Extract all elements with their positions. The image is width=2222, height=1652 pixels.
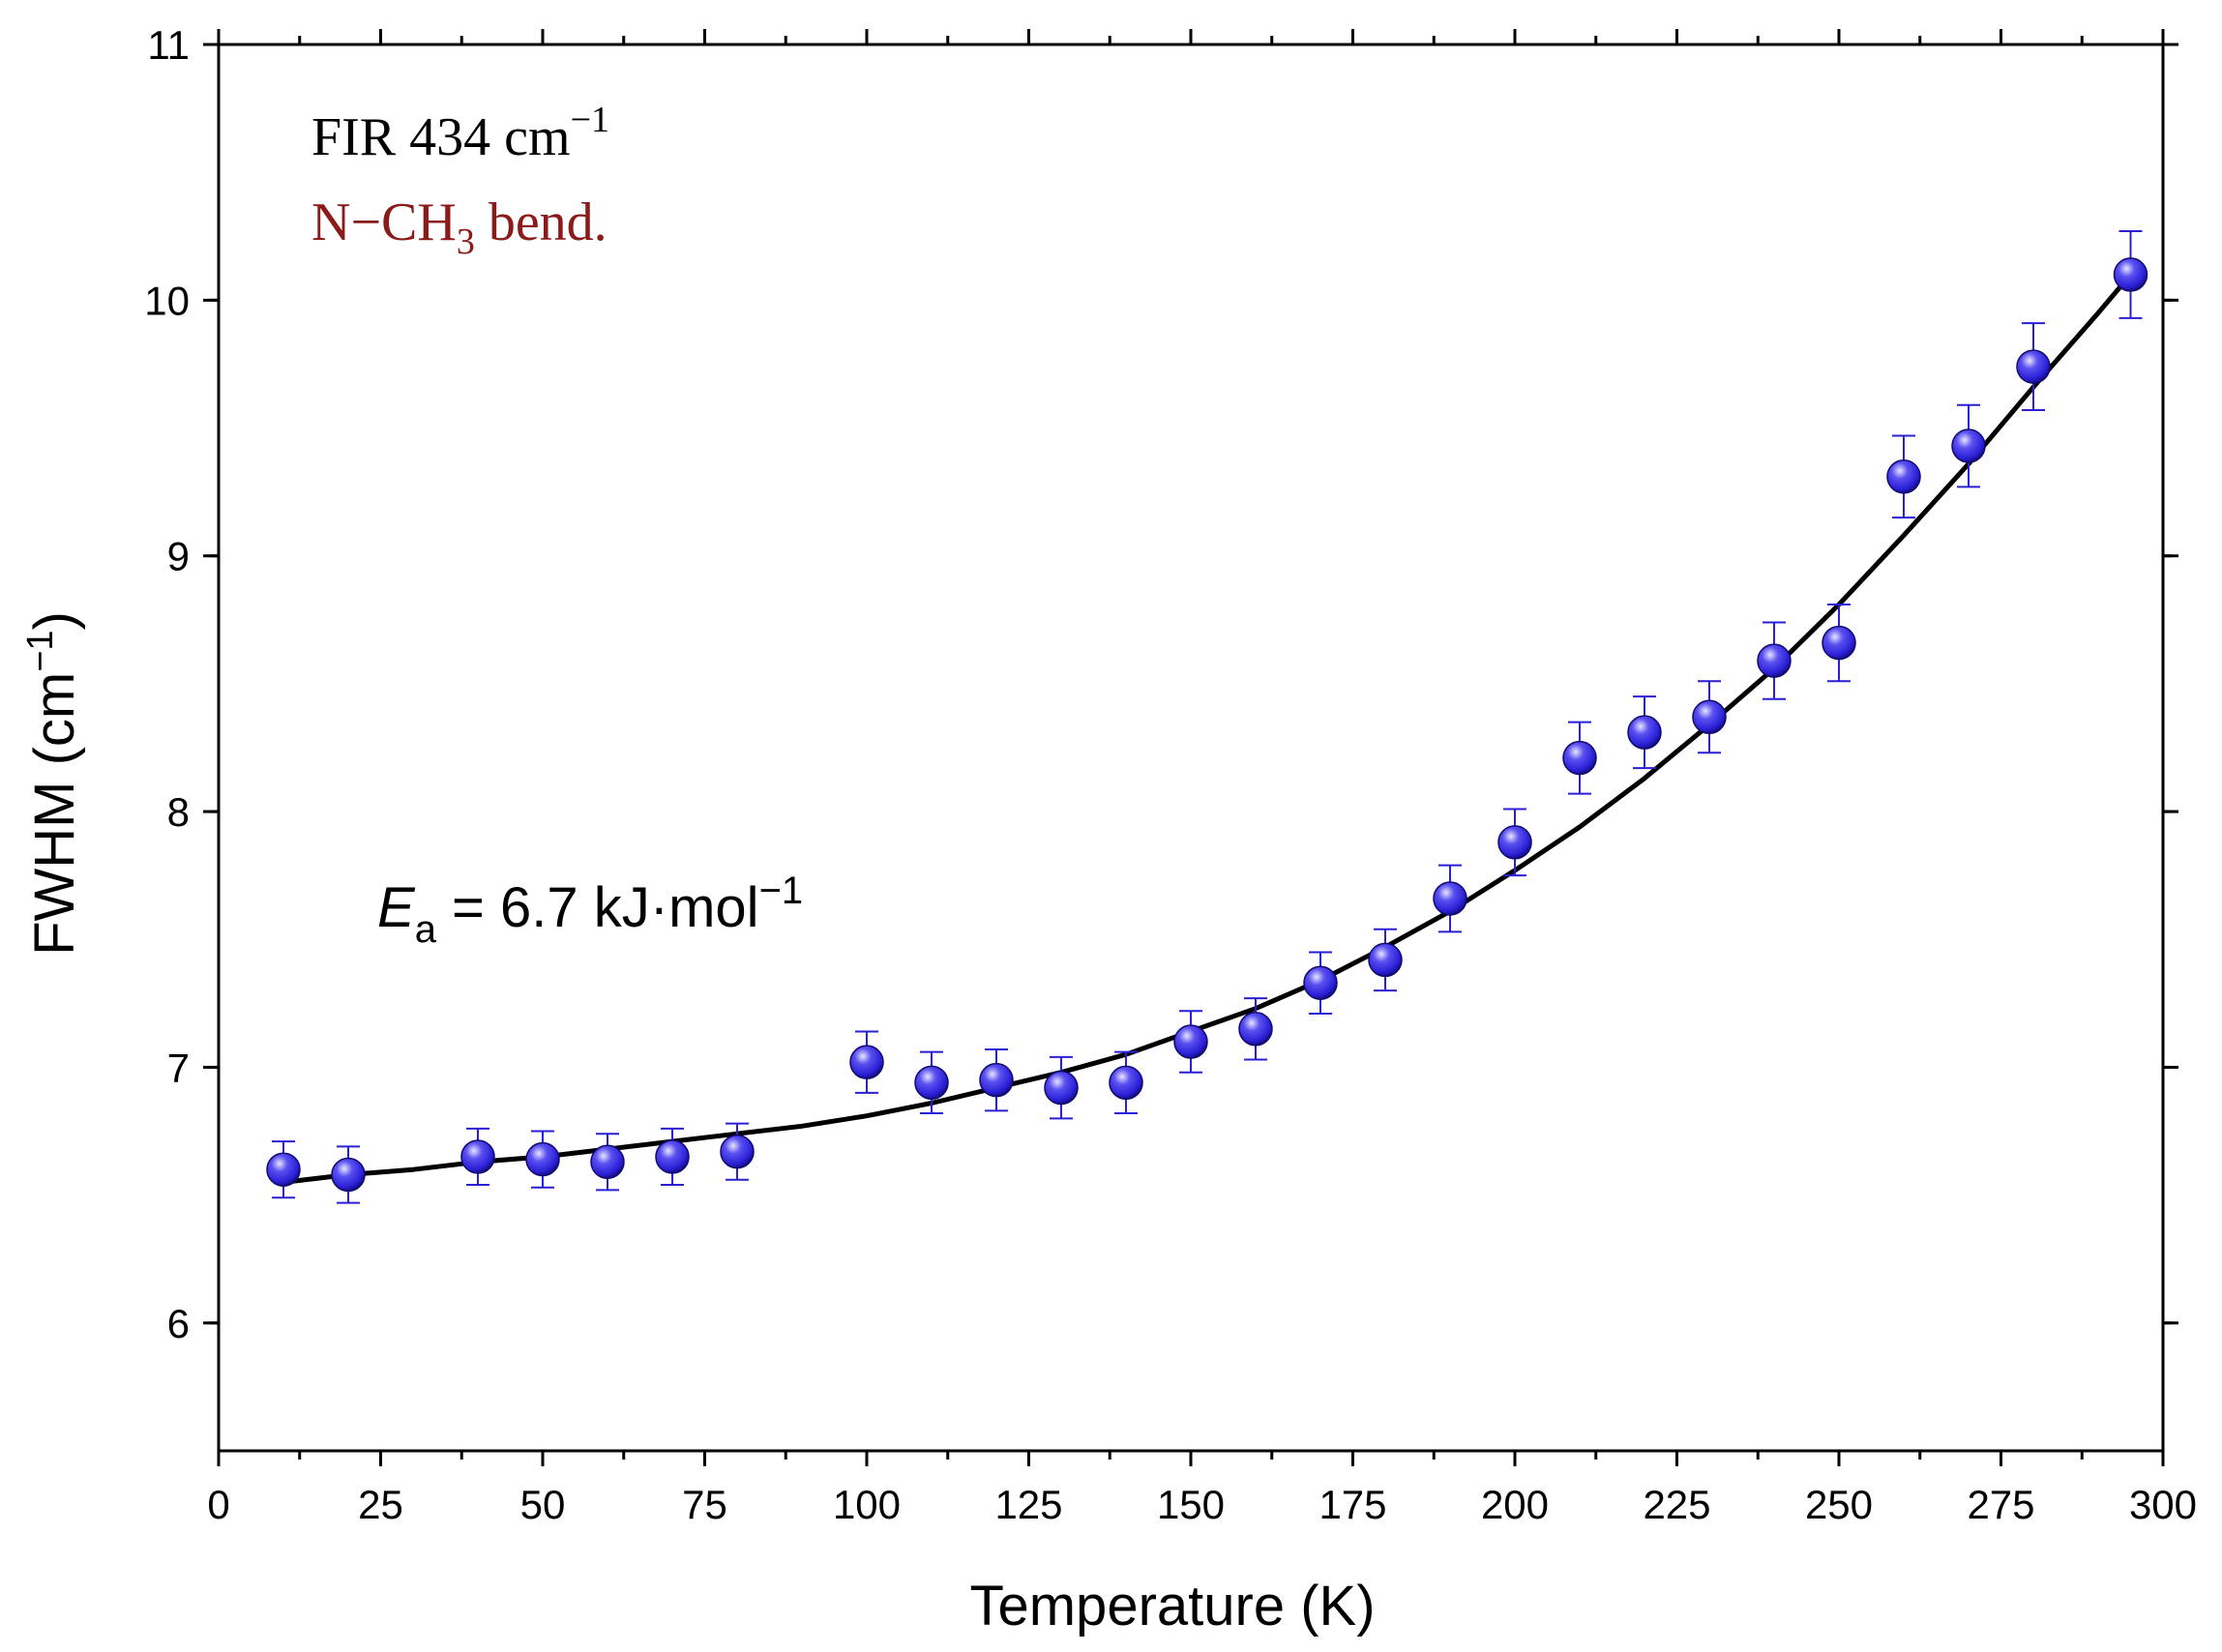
y-tick-label: 8 — [167, 789, 190, 835]
y-axis-title-close: ) — [23, 611, 86, 630]
data-point — [1044, 1070, 1079, 1106]
data-point — [1951, 428, 1986, 463]
data-point — [1886, 459, 1921, 494]
data-points-layer — [266, 229, 2148, 1204]
x-tick-label: 300 — [2129, 1482, 2197, 1527]
data-point — [266, 1152, 301, 1187]
x-tick-label: 200 — [1481, 1482, 1549, 1527]
x-tick-label: 225 — [1643, 1482, 1710, 1527]
x-tick-label: 175 — [1318, 1482, 1386, 1527]
y-axis-title-sup: −1 — [20, 630, 61, 671]
annotation-bend-line: N−CH3 bend. — [311, 192, 607, 262]
data-point — [1238, 1012, 1273, 1047]
plot-frame — [217, 43, 2165, 1453]
ea-sup: −1 — [759, 870, 804, 912]
y-tick-label: 9 — [167, 534, 190, 579]
data-point-group — [1109, 1050, 1143, 1115]
y-axis-title-main: FWHM (cm — [23, 672, 86, 956]
data-point-group — [1951, 403, 1986, 488]
data-point-group — [720, 1122, 755, 1181]
data-point-group — [331, 1145, 366, 1204]
data-point — [1109, 1065, 1143, 1101]
y-axis-ticks: 6 7 8 9 10 11 — [144, 22, 2178, 1346]
x-tick-label: 25 — [358, 1482, 403, 1527]
ea-italic: E — [377, 876, 416, 939]
y-tick-label: 6 — [167, 1301, 190, 1346]
data-point — [914, 1065, 949, 1101]
data-point-group — [1692, 680, 1727, 754]
data-point — [590, 1144, 625, 1180]
data-point — [1303, 965, 1338, 1000]
data-point — [1627, 715, 1662, 750]
plot-border — [217, 43, 2165, 1453]
data-point-group — [849, 1030, 884, 1094]
data-point — [1497, 825, 1532, 860]
y-tick-label: 7 — [167, 1045, 190, 1090]
annotation-fir-sup: −1 — [571, 100, 609, 140]
data-point-group — [1238, 997, 1273, 1061]
data-point-group — [1497, 808, 1532, 877]
data-point-group — [525, 1130, 560, 1189]
x-tick-label: 125 — [994, 1482, 1062, 1527]
data-point — [2016, 349, 2051, 384]
data-point — [1692, 699, 1727, 735]
data-point — [460, 1139, 495, 1174]
data-point — [1173, 1024, 1208, 1059]
y-tick-label: 11 — [147, 22, 190, 68]
data-point — [720, 1134, 755, 1169]
annotation-fir-main: FIR 434 cm — [311, 107, 571, 167]
annotation-fir-line: FIR 434 cm−1 — [311, 100, 609, 167]
data-point — [1368, 942, 1403, 978]
data-point — [655, 1139, 690, 1174]
data-point-group — [655, 1127, 690, 1187]
x-axis-ticks: 0 25 50 75 100 125 150 175 200 225 250 275 300 — [207, 29, 2197, 1527]
data-point-group — [266, 1140, 301, 1199]
data-point — [331, 1157, 366, 1193]
y-tick-label: 10 — [144, 278, 190, 323]
data-point-group — [979, 1047, 1014, 1112]
x-tick-label: 275 — [1967, 1482, 2034, 1527]
data-point-group — [1173, 1010, 1208, 1074]
x-tick-label: 250 — [1805, 1482, 1873, 1527]
data-point-group — [914, 1050, 949, 1115]
data-point-group — [1886, 434, 1921, 519]
annotation-bend-sub: 3 — [457, 221, 475, 262]
annotation-bend-rest: bend. — [475, 192, 607, 252]
x-tick-label: 75 — [682, 1482, 727, 1527]
data-point-group — [590, 1133, 625, 1192]
x-tick-label: 100 — [833, 1482, 901, 1527]
data-point-group — [2016, 322, 2051, 412]
ea-main: = 6.7 kJ·mol — [436, 876, 759, 939]
data-point — [849, 1045, 884, 1079]
x-axis-title: Temperature (K) — [969, 1575, 1375, 1637]
data-point — [1433, 881, 1467, 916]
y-axis-title: FWHM (cm−1) — [20, 611, 86, 956]
data-point-group — [1303, 951, 1338, 1015]
data-point — [1562, 740, 1597, 776]
data-point-group — [1562, 721, 1597, 795]
data-point-group — [2113, 229, 2148, 319]
data-point-group — [1433, 864, 1467, 933]
data-point-group — [460, 1127, 495, 1187]
annotation-bend-main: N−CH — [311, 192, 457, 252]
x-tick-label: 150 — [1157, 1482, 1225, 1527]
data-point-group — [1368, 928, 1403, 992]
data-point-group — [1627, 695, 1662, 770]
ea-sub: a — [415, 908, 437, 951]
activation-energy-label: Ea = 6.7 kJ·mol−1 — [377, 870, 803, 951]
data-point — [525, 1141, 560, 1177]
data-point-group — [1822, 603, 1856, 683]
data-point-group — [1044, 1055, 1079, 1120]
data-point — [979, 1062, 1014, 1098]
data-point — [1757, 643, 1792, 678]
data-point — [2113, 257, 2148, 292]
data-point-group — [1757, 621, 1792, 700]
x-tick-label: 0 — [207, 1482, 229, 1527]
x-tick-label: 50 — [520, 1482, 566, 1527]
data-point — [1822, 625, 1856, 661]
